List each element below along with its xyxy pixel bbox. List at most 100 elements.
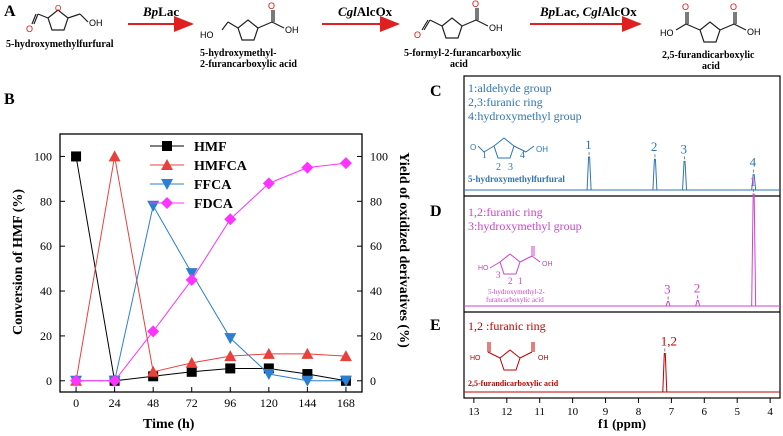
- nmr-peak-c: [652, 158, 658, 191]
- fdca-ho-label: HO: [660, 28, 674, 38]
- nmr-c-note-1: 1:aldehyde group: [468, 81, 552, 95]
- nmr-d-struct-oh: OH: [542, 261, 553, 268]
- legend-label-fdca: FDCA: [194, 197, 234, 212]
- panel-label-d: D: [430, 203, 442, 220]
- nmr-c-struct-num-2: 2: [496, 162, 501, 173]
- data-point-fdca: [339, 157, 352, 170]
- nmr-c-note-3: 4:hydroxymethyl group: [468, 109, 582, 123]
- nmr-e-compound: 2,5-furandicarboxylic acid: [468, 379, 559, 388]
- nmr-d-struct-num-3: 3: [496, 270, 501, 280]
- panel-label-b: B: [4, 91, 15, 108]
- data-point-hmfca: [262, 347, 275, 359]
- hmf-structure: [31, 9, 89, 31]
- compound-name-hmfca-line2: 2-furancarboxylic acid: [200, 59, 297, 70]
- nmr-x-tick-label: 10: [567, 406, 579, 418]
- chart-x-label: Time (h): [143, 417, 195, 432]
- nmr-d-note-2: 3:hydroxymethyl group: [468, 219, 582, 233]
- hmf-ring-o: O: [55, 4, 61, 13]
- nmr-d-note-1: 1,2:furanic ring: [468, 205, 543, 219]
- nmr-e-struct-ho: HO: [470, 355, 481, 362]
- hmfca-o-label: O: [268, 1, 275, 11]
- nmr-x-tick-label: 8: [636, 406, 642, 418]
- hmfca-ho-label: HO: [200, 30, 214, 40]
- hmf-oh-label: OH: [89, 18, 103, 28]
- data-point-hmfca: [339, 350, 352, 362]
- series-line-fdca: [76, 162, 346, 382]
- plot-frame: [59, 133, 363, 393]
- x-tick-label: 96: [224, 396, 236, 410]
- data-point-fdca: [224, 213, 237, 226]
- nmr-d-structure: [489, 246, 541, 275]
- nmr-x-label: f1 (ppm): [598, 416, 646, 431]
- nmr-peak-label-c: 1: [585, 137, 592, 152]
- nmr-c-struct-oh: OH: [536, 145, 548, 154]
- nmr-peak-d: [751, 193, 757, 307]
- compound-name-hmfca-line1: 5-hydroxymethyl-: [200, 48, 276, 59]
- y-tick-label-left: 60: [40, 239, 52, 253]
- y-tick-label-left: 80: [40, 194, 52, 208]
- nmr-peak-d: [665, 301, 671, 307]
- data-point-hmf: [263, 363, 274, 374]
- nmr-e-note-1: 1,2 :furanic ring: [468, 319, 546, 333]
- data-point-ffca: [262, 369, 275, 381]
- fdca-structure: [675, 12, 747, 43]
- nmr-peak-c: [751, 174, 757, 191]
- x-tick-label: 72: [186, 396, 198, 410]
- compound-name-fdca-line2: acid: [702, 61, 720, 72]
- x-tick-label: 24: [109, 396, 121, 410]
- legend-label-hmfca: HMFCA: [194, 159, 248, 174]
- nmr-peak-label-c: 4: [750, 155, 757, 170]
- compound-name-hmf: 5-hydroxymethylfurfural: [6, 39, 114, 50]
- data-point-fdca: [262, 177, 275, 190]
- series-line-hmf: [75, 156, 347, 382]
- nmr-x-tick-label: 6: [702, 406, 708, 418]
- data-point-fdca: [185, 273, 198, 286]
- nmr-c-struct-num-1: 1: [482, 150, 487, 161]
- nmr-x-tick-label: 9: [603, 406, 609, 418]
- x-tick-label: 168: [337, 396, 355, 410]
- data-point-hmfca: [147, 365, 160, 377]
- nmr-d-compound-line2: furancarboxylic acid: [486, 296, 544, 304]
- data-point-fdca: [301, 161, 314, 174]
- data-point-hmfca: [301, 347, 314, 359]
- data-point-hmfca: [224, 350, 237, 362]
- nmr-c-struct-num-4: 4: [520, 150, 525, 161]
- ffca-structure: [421, 8, 489, 39]
- nmr-x-tick-label: 11: [534, 406, 545, 418]
- nmr-e-struct-oh: OH: [538, 355, 549, 362]
- data-point-fdca: [108, 374, 121, 387]
- panel-label-c: C: [430, 83, 442, 100]
- data-point-hmfca: [185, 356, 198, 368]
- legend-marker-hmfca: [161, 159, 173, 170]
- data-point-ffca: [224, 333, 237, 345]
- series-line-ffca: [76, 204, 346, 382]
- data-point-ffca: [185, 268, 198, 280]
- data-point-fdca: [70, 374, 83, 387]
- y-tick-label-right: 60: [370, 239, 382, 253]
- nmr-c-struct-o: O: [470, 143, 476, 152]
- nmr-peak-c: [682, 160, 688, 191]
- compound-name-fdca-line1: 2,5-furandicarboxylic: [662, 50, 755, 61]
- nmr-peak-label-c: 2: [651, 139, 658, 154]
- data-point-ffca: [339, 375, 352, 387]
- nmr-peak-label-c: 3: [681, 141, 688, 156]
- y-tick-label-left: 40: [40, 284, 52, 298]
- data-point-hmf: [302, 369, 313, 380]
- data-point-hmfca: [108, 150, 121, 162]
- nmr-peak-label-d: 1: [750, 174, 757, 189]
- nmr-x-tick-label: 4: [767, 406, 773, 418]
- data-point-ffca: [147, 200, 160, 212]
- y-tick-label-left: 20: [40, 329, 52, 343]
- legend-label-ffca: FFCA: [194, 178, 232, 193]
- legend-label-hmf: HMF: [194, 140, 227, 155]
- data-point-hmf: [186, 366, 197, 377]
- y-tick-label-right: 20: [370, 329, 382, 343]
- nmr-x-tick-label: 5: [734, 406, 740, 418]
- ffca-o-label: O: [414, 30, 421, 40]
- nmr-d-compound-line1: 5-hydroxymethyl-2-: [488, 288, 545, 296]
- x-tick-label: 48: [147, 396, 159, 410]
- data-point-ffca: [301, 375, 314, 387]
- legend-marker-ffca: [161, 179, 173, 190]
